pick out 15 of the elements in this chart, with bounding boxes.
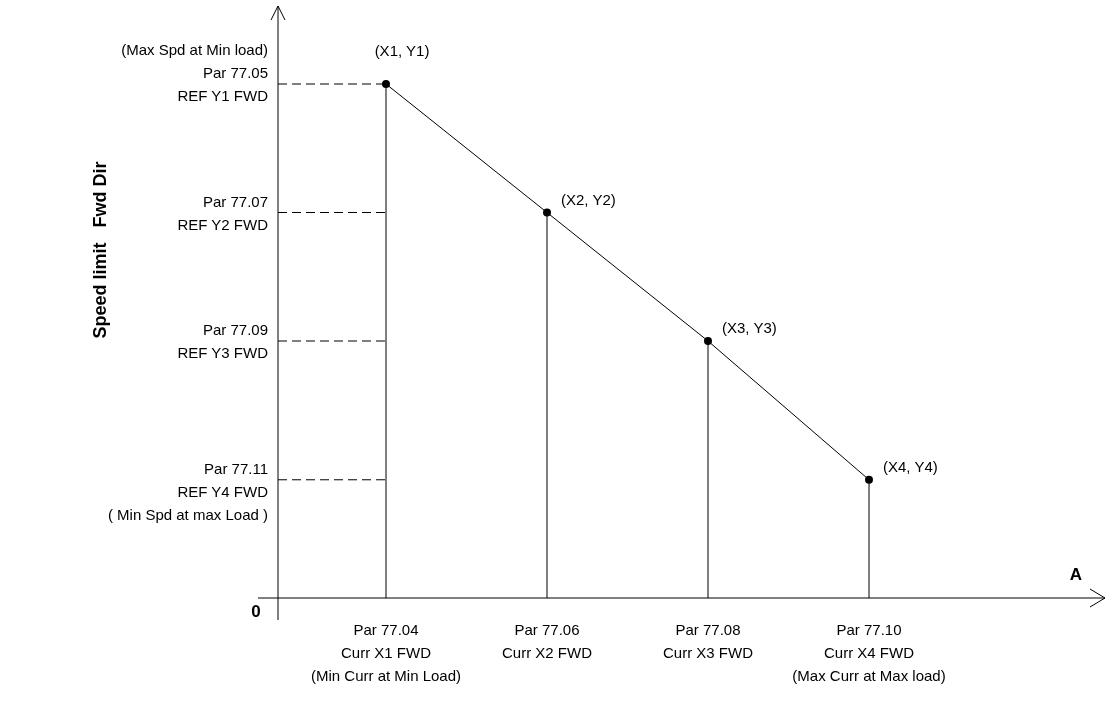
x-tick-label: Par 77.06 Curr X2 FWD xyxy=(502,621,593,661)
ref-line-label: Par 77.07 REF Y2 FWD xyxy=(177,192,269,233)
x-tick-label: Par 77.08 Curr X3 FWD xyxy=(663,621,754,661)
text: (X2, Y2) xyxy=(561,190,616,208)
text: (X3, Y3) xyxy=(722,319,777,336)
x-tick-label: Par 77.10 Curr X4 FWD (Max Curr at Max load) xyxy=(792,621,946,684)
ref-line-label: (Max Spd at Min load) Par 77.05 REF Y1 FWD xyxy=(121,41,269,104)
text: A xyxy=(1069,565,1083,584)
text: 0 xyxy=(251,602,261,621)
text: (X1, Y1) xyxy=(374,42,430,59)
ref-line-label: Par 77.11 REF Y4 FWD ( Min Spd at max Load ) xyxy=(107,459,269,523)
ref-line-label: Par 77.09 REF Y3 FWD xyxy=(177,321,269,361)
x-tick-label: Par 77.04 Curr X1 FWD (Min Curr at Min Load) xyxy=(310,621,462,684)
text: Speed limit Fwd Dir xyxy=(90,161,110,339)
text: (X4, Y4) xyxy=(883,457,938,475)
